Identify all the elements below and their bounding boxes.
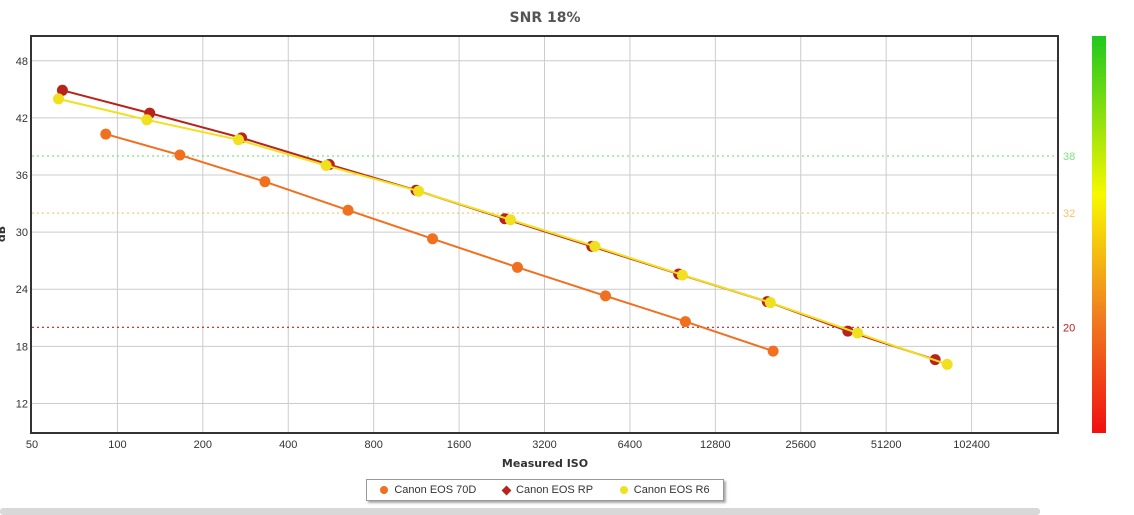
legend-marker-70d [380,486,389,494]
x-tick-label: 6400 [618,439,642,451]
x-tick-label: 400 [279,439,297,451]
legend-label-rp: Canon EOS RP [516,484,594,496]
x-tick-label: 102400 [953,439,990,451]
x-tick-label: 800 [364,439,382,451]
series-layer [53,84,953,370]
data-point[interactable] [320,159,332,171]
x-tick-label: 1600 [447,439,471,451]
legend-item-canon-eos-70d[interactable]: Canon EOS 70D [380,484,476,496]
series-canon-eos-70d [100,128,779,357]
data-point[interactable] [764,297,776,309]
grid [32,37,1057,432]
x-tick-label: 3200 [532,439,556,451]
legend: Canon EOS 70D Canon EOS RP Canon EOS R6 [366,479,724,501]
series-canon-eos-rp [56,84,941,366]
data-point[interactable] [53,93,65,105]
reference-line-label: 38 [1063,151,1075,163]
reference-lines: 38 32 20 [32,151,1075,334]
series-line [105,133,774,353]
x-tick-label: 12800 [700,439,731,451]
data-point[interactable] [259,176,271,188]
reference-line-label: 32 [1063,208,1075,220]
x-axis-label: Measured ISO [502,457,588,470]
x-axis-ticks: 50 100 200 400 800 1600 3200 6400 12800 25600 5120… [26,439,990,451]
chart-title: SNR 18% [510,10,581,26]
y-tick-label: 42 [16,113,28,125]
x-tick-label: 25600 [785,439,816,451]
data-point[interactable] [342,204,354,216]
data-point[interactable] [100,128,112,140]
x-tick-label: 50 [26,439,38,451]
legend-marker-rp [501,485,512,495]
y-tick-label: 24 [16,284,28,296]
y-tick-label: 12 [16,398,28,410]
legend-label-70d: Canon EOS 70D [394,484,477,496]
data-point[interactable] [232,134,244,146]
data-point[interactable] [941,358,953,370]
data-point[interactable] [427,233,439,245]
legend-item-canon-eos-r6[interactable]: Canon EOS R6 [619,484,710,496]
legend-marker-r6 [619,486,628,494]
data-point[interactable] [589,240,601,252]
data-point[interactable] [413,185,425,197]
horizontal-scrollbar[interactable] [0,508,1040,515]
legend-item-canon-eos-rp[interactable]: Canon EOS RP [501,484,594,496]
y-tick-label: 48 [16,56,28,68]
x-tick-label: 51200 [871,439,902,451]
data-point[interactable] [174,149,186,161]
data-point[interactable] [504,214,516,226]
data-point[interactable] [56,84,68,96]
data-point[interactable] [511,261,523,273]
x-tick-label: 100 [108,439,126,451]
color-scale-bar [1092,36,1106,433]
y-tick-label: 36 [16,170,28,182]
x-tick-label: 200 [194,439,212,451]
data-point[interactable] [676,269,688,281]
plot-area-frame [30,35,1059,434]
series-canon-eos-r6 [53,93,953,370]
y-tick-label: 18 [16,341,28,353]
data-point[interactable] [600,290,612,302]
data-point[interactable] [852,327,864,339]
y-tick-label: 30 [16,227,28,239]
y-axis-label: dB [0,226,8,242]
reference-line-label: 20 [1063,322,1075,334]
data-point[interactable] [141,114,153,126]
data-point[interactable] [767,345,779,357]
legend-label-r6: Canon EOS R6 [633,484,710,496]
data-point[interactable] [679,316,691,328]
y-axis-ticks: 12 18 24 30 36 42 48 [16,56,28,411]
